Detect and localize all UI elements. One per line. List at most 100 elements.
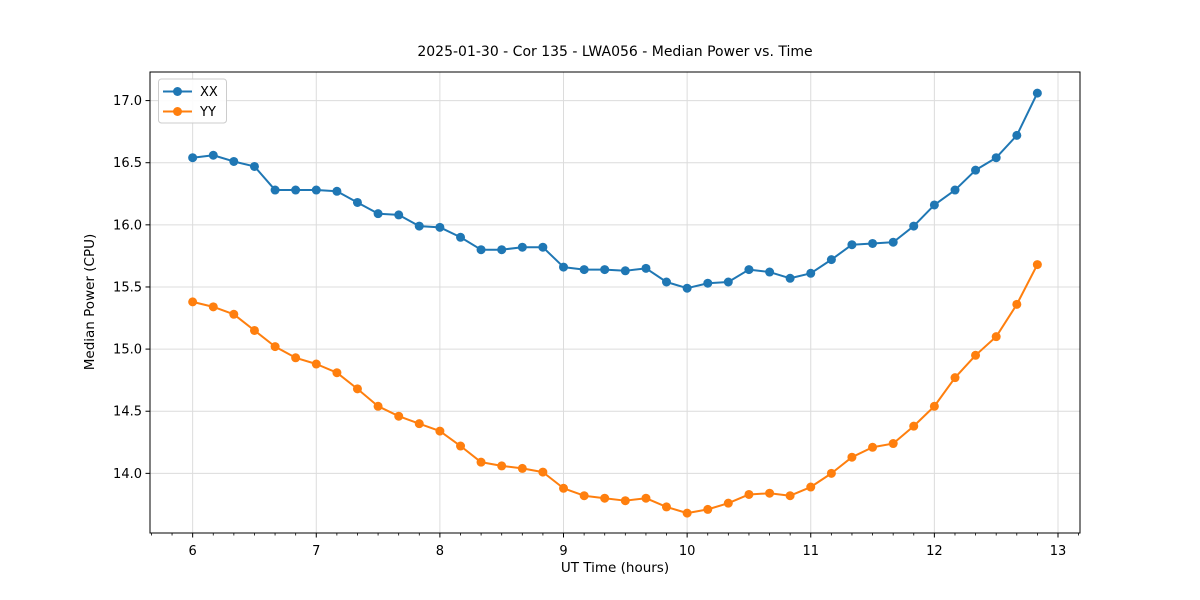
series-YY-marker xyxy=(703,504,713,514)
series-XX-marker xyxy=(352,197,362,207)
x-tick-label: 13 xyxy=(1050,544,1067,559)
series-YY-marker xyxy=(249,325,259,335)
series-XX-marker xyxy=(1012,130,1022,140)
series-XX-marker xyxy=(414,221,424,231)
series-XX-marker xyxy=(641,263,651,273)
axes-ticks: 6 7 8 9 10 11 12 13 14.0 14.5 15.0 15.5 16.0 16.5 17.0 xyxy=(113,94,1079,559)
series-YY-marker xyxy=(208,302,218,312)
series-YY-marker xyxy=(188,297,198,307)
series-YY-marker xyxy=(311,359,321,369)
series-XX-marker xyxy=(249,161,259,171)
series-YY-marker xyxy=(1012,299,1022,309)
series-YY-marker xyxy=(394,411,404,421)
series-XX-marker xyxy=(229,156,239,166)
series-XX-marker xyxy=(517,242,527,252)
series-XX-marker xyxy=(270,185,280,195)
series-YY-marker xyxy=(517,463,527,473)
series-XX-marker xyxy=(909,221,919,231)
y-tick-label: 14.0 xyxy=(113,467,142,482)
series-YY-marker xyxy=(723,498,733,508)
series-XX-marker xyxy=(888,237,898,247)
x-tick-label: 8 xyxy=(436,544,444,559)
series-YY-marker xyxy=(270,342,280,352)
series-YY-marker xyxy=(991,332,1001,342)
y-tick-label: 14.5 xyxy=(113,405,142,420)
series-XX-marker xyxy=(291,185,301,195)
y-tick-label: 17.0 xyxy=(113,94,142,109)
series-XX-marker xyxy=(765,267,775,277)
series-XX-marker xyxy=(559,262,569,272)
series-YY xyxy=(188,260,1042,518)
x-tick-label: 7 xyxy=(312,544,320,559)
y-tick-label: 15.0 xyxy=(113,343,142,358)
series-YY-marker xyxy=(765,488,775,498)
series-XX-marker xyxy=(847,240,857,250)
series-XX-marker xyxy=(661,277,671,287)
x-tick-label: 6 xyxy=(189,544,197,559)
series-XX-marker xyxy=(435,222,445,232)
series-YY-line xyxy=(191,263,1039,515)
series-XX-marker xyxy=(723,277,733,287)
series-XX-marker xyxy=(332,186,342,196)
series-XX-marker xyxy=(703,278,713,288)
series-YY-marker xyxy=(806,482,816,492)
x-tick-label: 9 xyxy=(559,544,567,559)
series-YY-marker xyxy=(229,309,239,319)
legend-item-YY: YY xyxy=(163,105,216,120)
series-XX-marker xyxy=(600,265,610,275)
series-YY-marker xyxy=(332,368,342,378)
series-XX-marker xyxy=(579,265,589,275)
series-XX-marker xyxy=(394,210,404,220)
series-YY-marker xyxy=(826,468,836,478)
series-XX-marker xyxy=(476,245,486,255)
series-YY-marker xyxy=(435,426,445,436)
series-YY-marker xyxy=(888,439,898,449)
series-YY-marker xyxy=(868,442,878,452)
legend: XX YY xyxy=(158,78,227,124)
series-YY-marker xyxy=(909,421,919,431)
y-axis-label: Median Power (CPU) xyxy=(82,233,98,371)
series-YY-marker xyxy=(414,419,424,429)
series-YY-marker xyxy=(579,491,589,501)
series-YY-marker xyxy=(497,461,507,471)
series-XX-marker xyxy=(785,273,795,283)
series-YY-marker xyxy=(847,452,857,462)
series-XX-marker xyxy=(373,209,383,219)
legend-item-XX: XX xyxy=(163,85,218,100)
series-XX-marker xyxy=(456,232,466,242)
series-YY-marker xyxy=(661,502,671,512)
series-YY-marker xyxy=(744,489,754,499)
series-YY-marker xyxy=(476,457,486,467)
series-YY-marker xyxy=(600,493,610,503)
series-YY-marker xyxy=(352,384,362,394)
x-tick-label: 10 xyxy=(679,544,696,559)
legend-marker-sample xyxy=(173,87,182,96)
series-XX-marker xyxy=(929,200,939,210)
series-XX-marker xyxy=(188,153,198,163)
series-YY-marker xyxy=(950,373,960,383)
series-XX-marker xyxy=(868,238,878,248)
series-XX-marker xyxy=(311,185,321,195)
series-XX-marker xyxy=(950,185,960,195)
series-XX-marker xyxy=(538,242,548,252)
x-axis-label: UT Time (hours) xyxy=(560,560,670,576)
series-YY-marker xyxy=(1032,260,1042,270)
plot-border xyxy=(149,71,1081,534)
y-tick-label: 16.0 xyxy=(113,218,142,233)
x-tick-label: 11 xyxy=(802,544,819,559)
series-YY-marker xyxy=(373,401,383,411)
series-YY-marker xyxy=(682,508,692,518)
legend-label: XX xyxy=(200,85,218,100)
series-XX-marker xyxy=(744,265,754,275)
series-YY-marker xyxy=(291,353,301,363)
series-YY-marker xyxy=(456,441,466,451)
legend-label: YY xyxy=(199,105,216,120)
series-YY-marker xyxy=(785,491,795,501)
series-YY-marker xyxy=(620,496,630,506)
series-XX-marker xyxy=(1032,88,1042,98)
series-YY-marker xyxy=(559,483,569,493)
series-YY-marker xyxy=(929,401,939,411)
series-XX-marker xyxy=(682,283,692,293)
